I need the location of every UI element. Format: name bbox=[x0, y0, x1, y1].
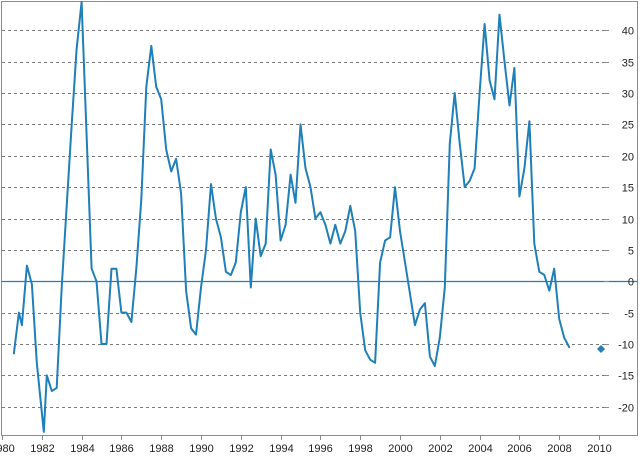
y-tick-label: 15 bbox=[622, 183, 634, 195]
x-tick-label: 2008 bbox=[547, 443, 571, 455]
x-tick-label: 1994 bbox=[269, 443, 293, 455]
y-tick-label: 25 bbox=[622, 120, 634, 132]
x-tick-label: 1980 bbox=[0, 443, 15, 455]
y-tick-label: -20 bbox=[618, 403, 634, 415]
x-tick-label: 1996 bbox=[308, 443, 332, 455]
x-tick-label: 1986 bbox=[109, 443, 133, 455]
x-tick-label: 1984 bbox=[70, 443, 94, 455]
y-tick-label: 10 bbox=[622, 215, 634, 227]
x-axis-ticks: 1980 1982 1984 1986 1988 1990 1992 1994 1996 1998… bbox=[0, 435, 612, 455]
x-tick-label: 1998 bbox=[348, 443, 372, 455]
x-tick-label: 2000 bbox=[388, 443, 412, 455]
y-tick-label: 30 bbox=[622, 89, 634, 101]
series-line bbox=[12, 1, 571, 433]
y-tick-label: 20 bbox=[622, 152, 634, 164]
x-tick-label: 2006 bbox=[507, 443, 531, 455]
y-tick-label: -5 bbox=[624, 309, 634, 321]
x-tick-label: 1982 bbox=[30, 443, 54, 455]
x-tick-label: 1992 bbox=[229, 443, 253, 455]
y-axis-ticks: -20 -15 -10 -5 0 5 10 15 20 25 30 35 40 bbox=[604, 26, 634, 415]
x-tick-label: 2010 bbox=[587, 443, 611, 455]
x-tick-label: 1988 bbox=[149, 443, 173, 455]
series-layer bbox=[12, 1, 606, 433]
y-tick-label: -15 bbox=[618, 371, 634, 383]
y-tick-label: 40 bbox=[622, 26, 634, 38]
x-tick-label: 2004 bbox=[468, 443, 492, 455]
y-tick-label: 5 bbox=[628, 246, 634, 258]
plot-frame bbox=[1, 1, 638, 436]
y-tick-label: 0 bbox=[628, 277, 634, 289]
x-tick-label: 1990 bbox=[189, 443, 213, 455]
y-tick-label: -10 bbox=[618, 340, 634, 352]
x-tick-label: 2002 bbox=[428, 443, 452, 455]
latest-value-marker bbox=[597, 345, 606, 354]
y-tick-label: 35 bbox=[622, 58, 634, 70]
grid-lines bbox=[2, 30, 604, 408]
